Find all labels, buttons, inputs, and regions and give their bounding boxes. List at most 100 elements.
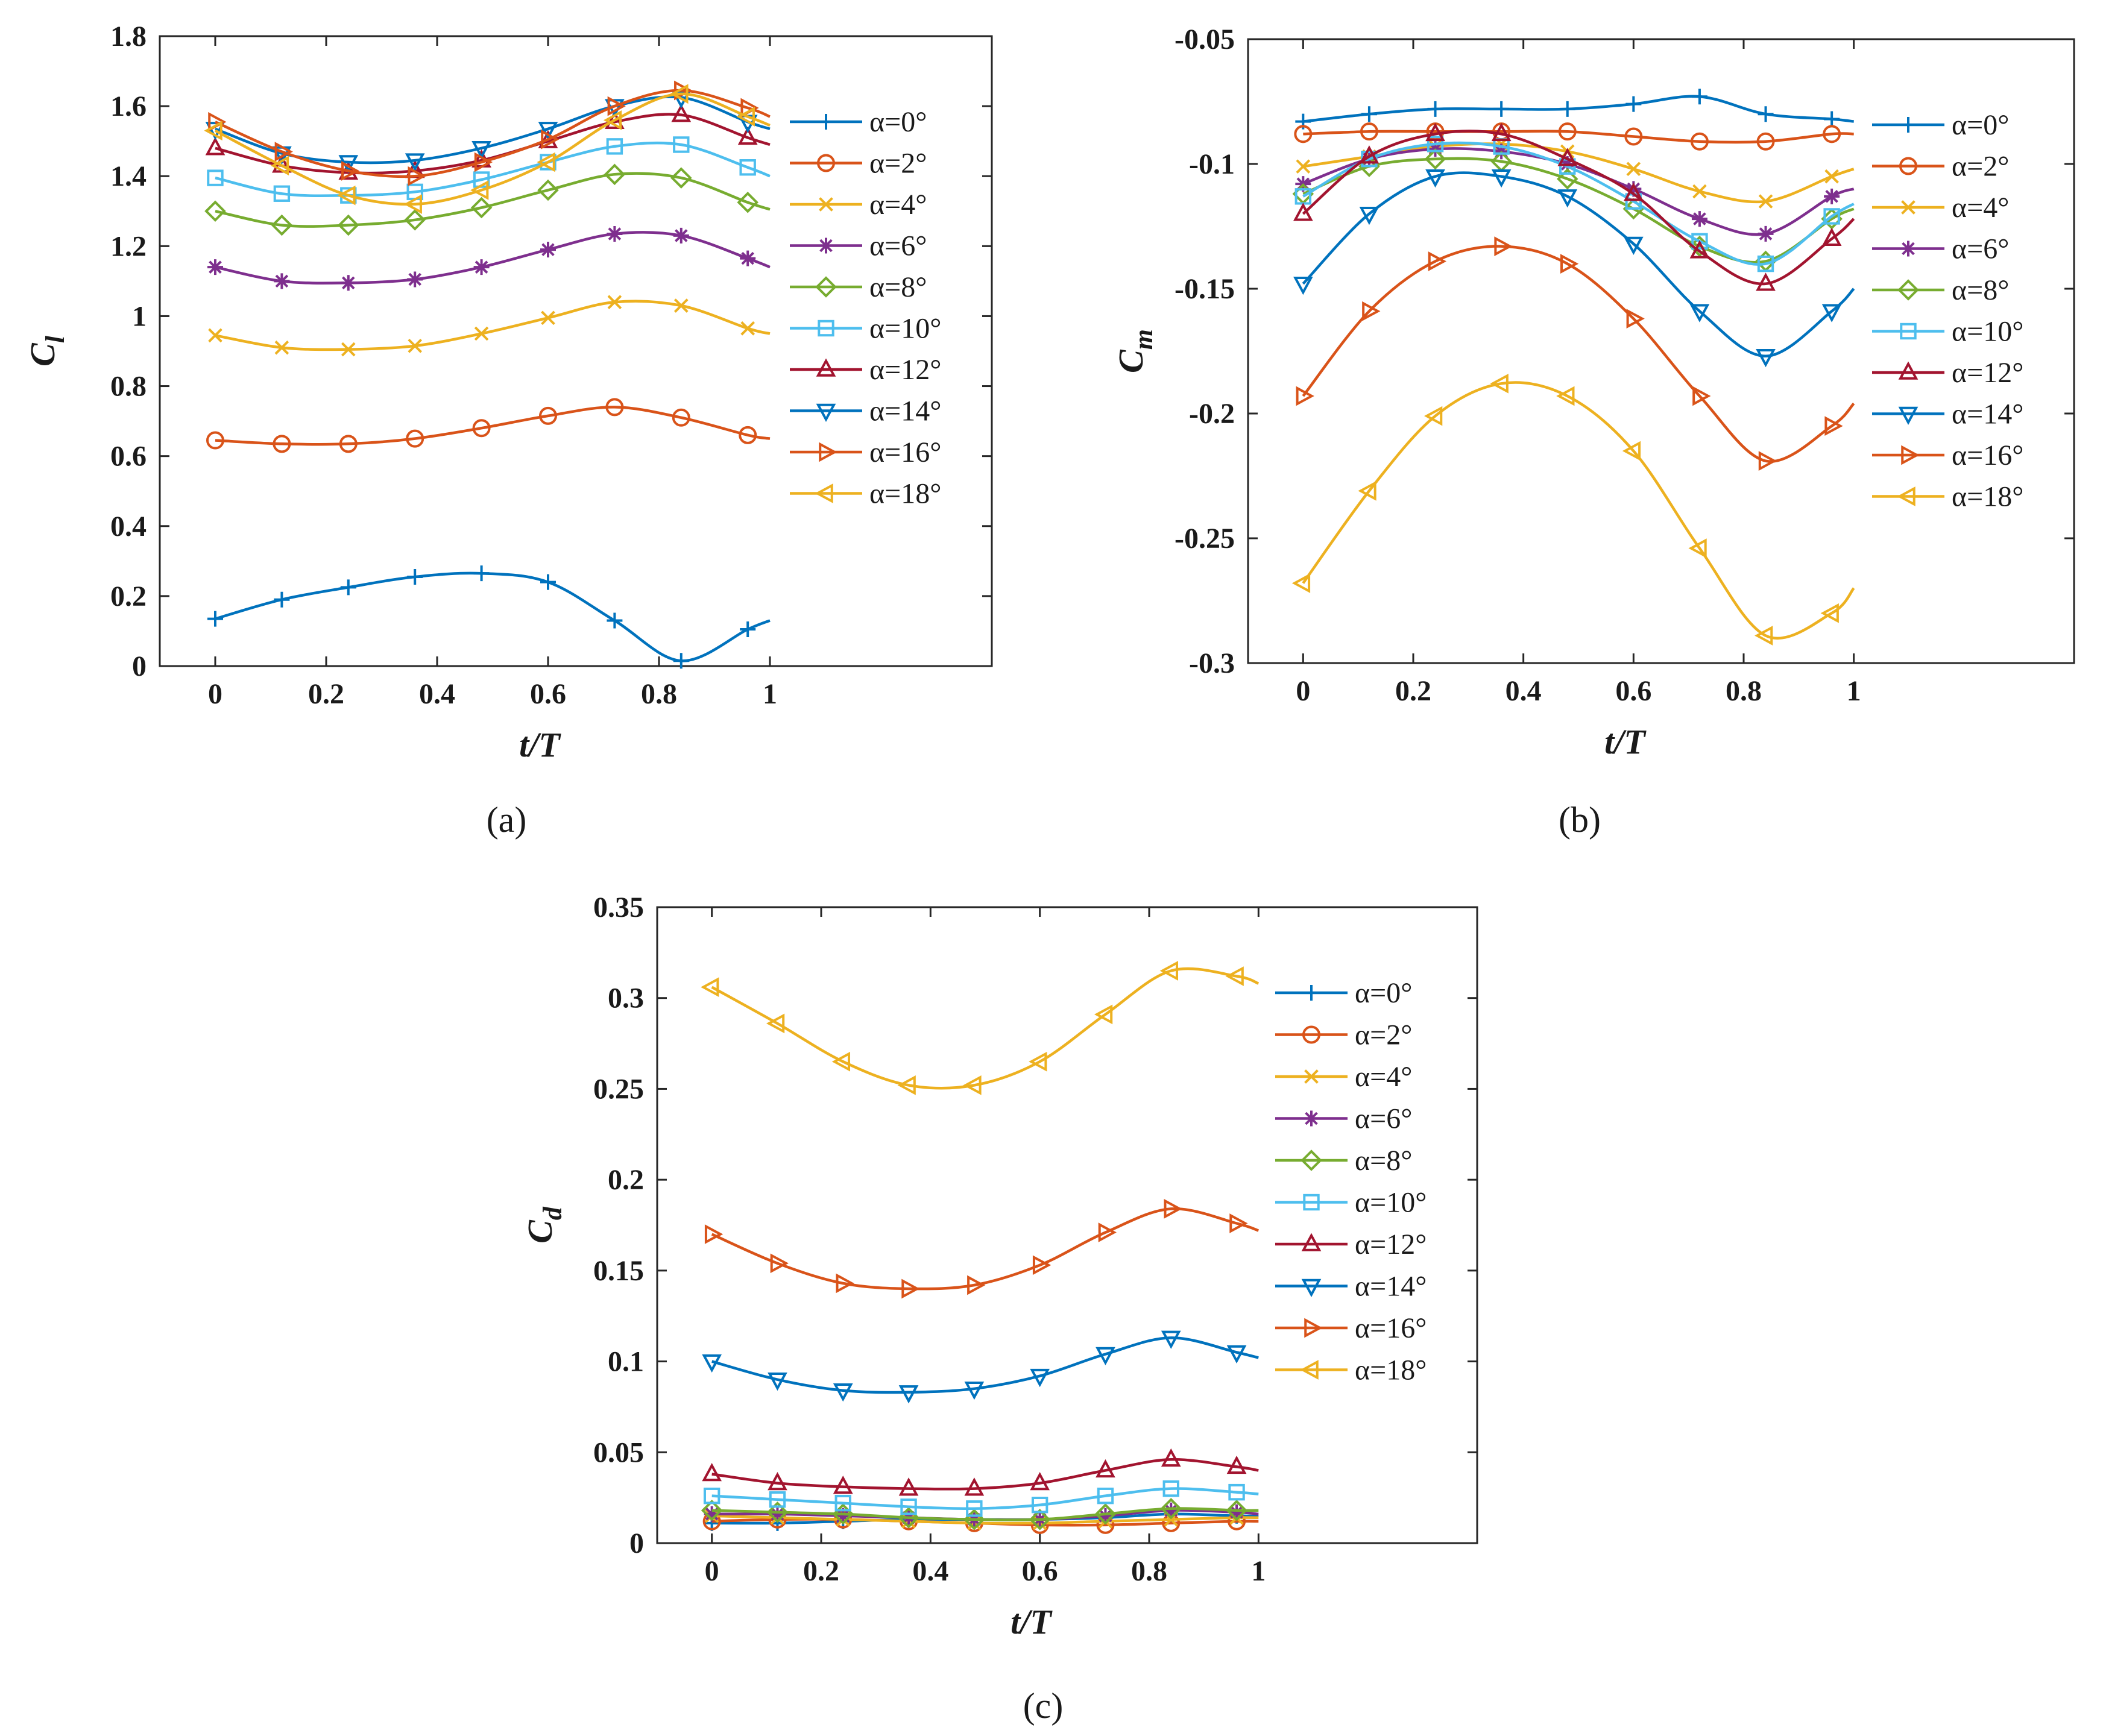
- data-point-triangle-left: [1755, 626, 1773, 646]
- y-axis-label: Cm: [1111, 329, 1158, 373]
- data-point-triangle-left: [1159, 961, 1179, 981]
- y-tick-label: 0.2: [110, 580, 147, 612]
- data-point-x: [541, 310, 555, 326]
- series-line: [1302, 141, 1855, 266]
- data-point-x: [673, 298, 689, 313]
- data-point-circle: [539, 406, 557, 425]
- legend-entry-label: α=10°: [1952, 316, 2023, 348]
- data-point-asterisk: [340, 275, 356, 291]
- x-tick-label: 1: [763, 678, 777, 710]
- legend-entry-label: α=2°: [1952, 151, 2009, 183]
- data-point-asterisk: [1758, 225, 1774, 242]
- legend-entry-label: α=2°: [869, 148, 927, 180]
- data-point-triangle-right: [1164, 1199, 1182, 1219]
- data-point-square: [1823, 208, 1840, 225]
- x-tick-label: 0.8: [641, 678, 677, 710]
- series-line: [1302, 245, 1855, 463]
- plot-area-frame: [159, 35, 993, 667]
- legend-marker-diamond: [815, 276, 837, 298]
- legend-marker-triangle-down: [1898, 406, 1919, 426]
- legend-entry-label: α=10°: [1355, 1187, 1427, 1219]
- data-point-diamond: [1160, 1497, 1182, 1520]
- data-point-triangle-right: [541, 129, 560, 149]
- panel-label-b: (b): [1559, 800, 1601, 840]
- data-point-x: [1296, 159, 1311, 174]
- y-tick-label: 0.35: [593, 892, 644, 923]
- data-point-x: [341, 342, 356, 357]
- legend-marker-triangle-down: [1301, 1278, 1322, 1298]
- data-point-triangle-left: [766, 1013, 785, 1034]
- legend: α=0° α=2° α=4° α=6° α=8° α=10° α=12° α=14° α=16°…: [1275, 977, 1427, 1386]
- data-point-triangle-up: [1096, 1459, 1115, 1478]
- data-point-triangle-left: [897, 1075, 916, 1095]
- series-line: [1303, 95, 1854, 123]
- legend-marker-x: [1901, 200, 1915, 215]
- data-point-triangle-down: [1821, 304, 1842, 322]
- data-point-diamond: [1226, 1499, 1247, 1521]
- y-tick-label: -0.25: [1174, 523, 1235, 555]
- legend-entry-label: α=16°: [1952, 439, 2023, 471]
- data-point-circle: [206, 431, 224, 450]
- legend-marker-circle: [1899, 157, 1917, 175]
- y-tick-label: -0.1: [1189, 148, 1235, 180]
- legend-marker-triangle-up: [816, 358, 836, 377]
- data-point-triangle-right: [1824, 416, 1843, 436]
- data-point-triangle-up: [702, 1462, 722, 1482]
- data-point-diamond: [1424, 148, 1446, 170]
- data-point-diamond: [338, 214, 359, 236]
- plot-area-frame: [656, 906, 1478, 1544]
- data-point-triangle-down: [1226, 1345, 1247, 1364]
- y-tick-label: -0.2: [1189, 398, 1235, 430]
- data-point-diamond: [670, 167, 692, 189]
- series-line: [215, 300, 771, 351]
- legend-entry-label: α=14°: [1952, 398, 2023, 430]
- legend-entry-label: α=0°: [1952, 109, 2009, 141]
- data-point-x: [274, 340, 289, 355]
- series-line: [1302, 381, 1855, 640]
- data-point-triangle-right: [1362, 301, 1381, 321]
- data-point-triangle-up: [1821, 227, 1842, 246]
- series-line: [215, 141, 771, 197]
- data-point-x: [1824, 169, 1839, 184]
- legend-marker-diamond: [1897, 279, 1919, 301]
- data-point-diamond: [537, 179, 559, 201]
- y-axis-label-subscript: l: [40, 335, 70, 343]
- data-point-triangle-right: [274, 142, 293, 162]
- legend-marker-square: [1303, 1194, 1320, 1211]
- data-point-circle: [672, 408, 690, 427]
- data-point-triangle-down: [1623, 236, 1644, 255]
- data-point-triangle-right: [341, 161, 360, 181]
- data-point-triangle-down: [1557, 189, 1578, 208]
- data-point-triangle-right: [836, 1273, 854, 1294]
- legend-marker-plus: [1900, 117, 1916, 133]
- data-point-diamond: [271, 214, 293, 236]
- legend-marker-diamond: [1301, 1149, 1322, 1171]
- legend-marker-plus: [1304, 985, 1319, 1001]
- data-point-triangle-right: [1428, 251, 1447, 271]
- data-point-triangle-right: [704, 1224, 724, 1244]
- data-point-circle: [1690, 132, 1709, 151]
- x-tick-label: 0.8: [1131, 1555, 1167, 1587]
- data-point-x: [607, 295, 622, 310]
- y-axis-label: Cl: [23, 335, 70, 366]
- y-tick-label: 1: [132, 300, 147, 332]
- data-point-square: [739, 159, 756, 176]
- data-point-diamond: [204, 200, 226, 222]
- series-line: [711, 967, 1260, 1090]
- data-point-triangle-up: [1293, 203, 1313, 221]
- legend-marker-triangle-up: [1898, 361, 1919, 380]
- data-point-circle: [605, 398, 624, 417]
- data-point-triangle-down: [1689, 304, 1710, 322]
- legend-entry-label: α=8°: [1355, 1145, 1412, 1177]
- data-point-triangle-down: [1425, 169, 1445, 188]
- legend-marker-x: [1304, 1069, 1319, 1084]
- series-line: [711, 1336, 1259, 1394]
- data-point-triangle-left: [603, 110, 622, 130]
- legend-entry-label: α=4°: [1355, 1061, 1412, 1093]
- data-point-asterisk: [1691, 211, 1707, 227]
- x-axis-label: t/T: [1604, 722, 1647, 761]
- legend-marker-triangle-right: [1901, 445, 1920, 465]
- y-tick-label: 0: [629, 1527, 644, 1559]
- data-point-triangle-left: [701, 977, 719, 997]
